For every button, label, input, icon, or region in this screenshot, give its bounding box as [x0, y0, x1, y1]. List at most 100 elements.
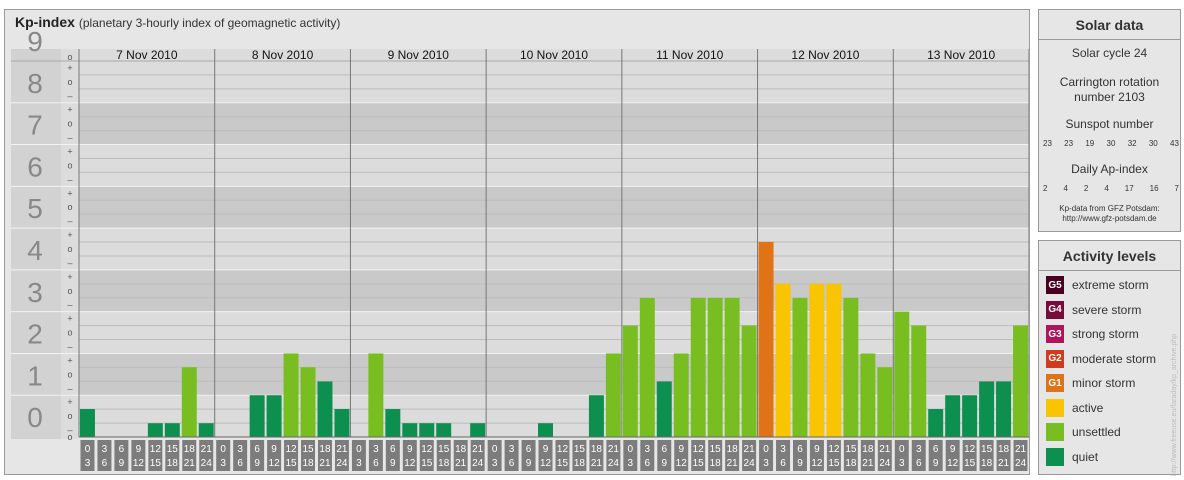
interval-start-label: 6: [797, 444, 803, 455]
interval-end-label: 6: [373, 458, 379, 469]
interval-end-label: 18: [710, 458, 722, 469]
day-label: 12 Nov 2010: [791, 48, 859, 62]
y-subtick-label: –: [67, 341, 72, 351]
kp-bar: [843, 297, 859, 437]
interval-tick-box: [555, 440, 570, 471]
legend-label: moderate storm: [1072, 351, 1157, 366]
interval-start-label: 3: [780, 444, 786, 455]
sunspot-value: 23: [1043, 139, 1052, 148]
interval-start-label: 3: [509, 444, 515, 455]
plot-band: [79, 144, 1029, 187]
plot-band: [79, 61, 1029, 103]
interval-end-label: 15: [557, 458, 569, 469]
interval-end-label: 15: [285, 458, 297, 469]
interval-start-label: 3: [237, 444, 243, 455]
interval-end-label: 3: [628, 458, 634, 469]
activity-levels-title: Activity levels: [1062, 248, 1157, 264]
sunspot-value: 32: [1127, 139, 1137, 148]
interval-start-label: 6: [119, 444, 125, 455]
interval-start-label: 0: [356, 444, 362, 455]
y-subtick-label: o: [67, 119, 72, 129]
interval-tick-box: [928, 440, 943, 471]
y-subtick-label: +: [67, 397, 72, 407]
interval-tick-box: [148, 440, 163, 471]
interval-end-label: 6: [780, 458, 786, 469]
interval-tick-box: [402, 440, 417, 471]
y-axis-band: [11, 49, 61, 439]
interval-start-label: 6: [661, 444, 667, 455]
interval-start-label: 6: [526, 444, 532, 455]
interval-end-label: 18: [981, 458, 993, 469]
y-subtick-label: o: [67, 286, 72, 296]
y-tick-label: 7: [27, 110, 43, 141]
divider: [1039, 270, 1180, 271]
interval-end-label: 21: [998, 458, 1010, 469]
interval-end-label: 21: [727, 458, 739, 469]
interval-start-label: 0: [763, 444, 769, 455]
kp-bar: [962, 395, 978, 437]
legend-label: extreme storm: [1072, 278, 1149, 292]
interval-tick-box: [589, 440, 604, 471]
activity-levels-panel: Activity levels G5 extreme storm G4 severe …: [1038, 240, 1181, 475]
date-header-band: [79, 49, 1029, 61]
interval-tick-box: [487, 440, 502, 471]
interval-start-label: 3: [645, 444, 651, 455]
interval-start-label: 3: [373, 444, 379, 455]
interval-start-label: 6: [254, 444, 260, 455]
interval-end-label: 15: [693, 458, 705, 469]
legend-label: quiet: [1072, 449, 1099, 464]
day-label: 8 Nov 2010: [252, 48, 314, 62]
day-label: 7 Nov 2010: [116, 48, 178, 62]
interval-start-label: 0: [85, 444, 91, 455]
interval-end-label: 15: [964, 458, 976, 469]
legend-item: G5 extreme storm: [1046, 275, 1149, 295]
interval-tick-box: [453, 440, 468, 471]
legend-label: severe storm: [1072, 302, 1142, 317]
y-tick-label: 8: [27, 68, 43, 99]
interval-tick-box: [385, 440, 400, 471]
y-tick-label: 2: [27, 319, 43, 350]
kp-bar: [588, 395, 604, 437]
legend-label: unsettled: [1072, 425, 1121, 439]
legend-swatch: G1: [1046, 374, 1064, 392]
y-subtick-label: –: [67, 216, 72, 226]
interval-tick-box: [470, 440, 485, 471]
legend-item: quiet: [1046, 447, 1098, 467]
kp-bar: [249, 395, 265, 437]
interval-start-label: 3: [102, 444, 108, 455]
y-tick-label: 5: [27, 193, 43, 224]
interval-tick-box: [640, 440, 655, 471]
y-tick-label: 1: [27, 360, 43, 391]
interval-end-label: 6: [645, 458, 651, 469]
interval-tick-box: [979, 440, 994, 471]
interval-tick-box: [318, 440, 332, 471]
sunspot-value: 23: [1064, 139, 1074, 148]
legend-swatch: G4: [1046, 300, 1064, 319]
interval-tick-box: [165, 440, 180, 471]
interval-start-label: 0: [220, 444, 226, 455]
interval-start-label: 12: [964, 444, 976, 455]
y-subtick-label: +: [67, 230, 72, 240]
interval-start-label: 18: [862, 444, 874, 455]
interval-tick-box: [436, 440, 451, 471]
interval-start-label: 18: [998, 444, 1010, 455]
interval-end-label: 15: [150, 458, 162, 469]
day-label: 11 Nov 2010: [656, 48, 723, 62]
interval-start-label: 15: [167, 444, 179, 455]
kp-bar: [198, 423, 214, 437]
interval-start-label: 18: [184, 444, 196, 455]
interval-tick-box: [657, 440, 672, 471]
kp-bar: [402, 423, 418, 437]
y-subtick-label: +: [67, 188, 72, 198]
interval-start-label: 0: [899, 444, 905, 455]
sunspot-value: 43: [1170, 139, 1179, 148]
sunspot-value: 30: [1106, 139, 1116, 148]
legend-swatch: G2: [1046, 349, 1064, 368]
y-subtick-label: o: [67, 52, 72, 62]
credit-link[interactable]: http://www.gfz-potsdam.de: [1062, 214, 1157, 223]
interval-tick-box: [623, 440, 638, 471]
legend-swatch: [1046, 447, 1064, 466]
sunspot-title: Sunspot number: [1065, 117, 1154, 131]
kp-bar: [996, 381, 1012, 437]
y-tick-label: 3: [27, 277, 43, 308]
